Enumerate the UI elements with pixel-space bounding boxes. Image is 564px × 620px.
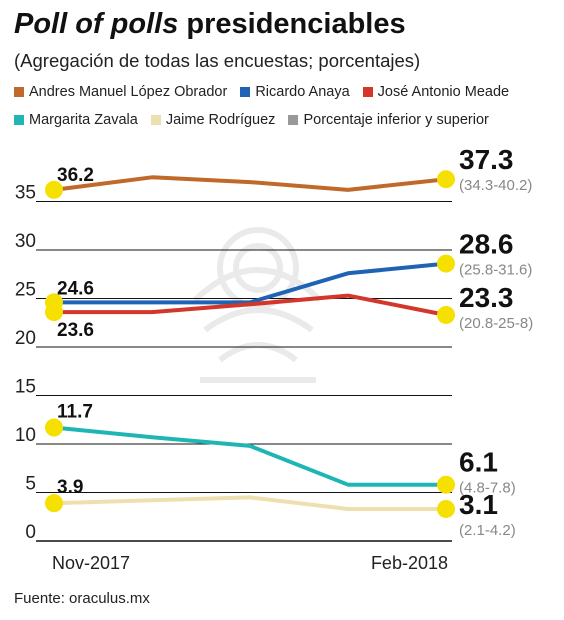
legend-label: Jaime Rodríguez	[165, 112, 276, 128]
legend-label: Andres Manuel López Obrador	[29, 84, 228, 100]
legend-swatch	[288, 115, 299, 125]
start-point-marker	[45, 180, 63, 199]
legend-item-rodriguez: Jaime Rodríguez	[150, 112, 276, 128]
start-value-label: 11.7	[57, 402, 93, 423]
legend-item-lopez-obrador: Andres Manuel López Obrador	[14, 84, 227, 100]
range-label: (34.3-40.2)	[459, 177, 532, 194]
legend-swatch	[14, 87, 24, 97]
series-line	[53, 425, 446, 487]
end-value-label: 28.6	[459, 229, 514, 260]
end-point-marker	[437, 475, 455, 494]
series-line	[54, 293, 447, 317]
y-tick-label: 20	[15, 328, 36, 349]
range-label: (20.8-25-8)	[459, 315, 533, 332]
y-tick-label: 10	[15, 425, 36, 446]
legend-label: Margarita Zavala	[29, 112, 138, 128]
end-value-label: 37.3	[459, 144, 514, 175]
start-point-marker	[45, 494, 63, 513]
chart-title-italic: Poll of polls	[14, 8, 179, 40]
end-point-marker	[437, 170, 455, 189]
end-point-marker	[437, 499, 455, 518]
legend-item-zavala: Margarita Zavala	[14, 112, 138, 128]
y-tick-label: 35	[15, 183, 36, 204]
start-point-marker	[45, 418, 63, 437]
end-value-label: 3.1	[459, 489, 498, 520]
legend-row-1: Andres Manuel López Obrador Ricardo Anay…	[14, 84, 518, 101]
legend-swatch	[362, 87, 373, 97]
chart-subtitle: (Agregación de todas las encuestas; porc…	[14, 50, 421, 71]
start-value-label: 3.9	[57, 477, 83, 498]
end-point-marker	[437, 305, 455, 324]
series-line	[53, 495, 446, 511]
legend-swatch	[240, 87, 251, 97]
legend-label: José Antonio Meade	[377, 84, 510, 100]
range-label: (2.1-4.2)	[459, 522, 516, 539]
legend-item-anaya: Ricardo Anaya	[240, 84, 350, 100]
end-point-marker	[437, 254, 455, 273]
legend-label: Ricardo Anaya	[255, 84, 350, 100]
y-tick-label: 15	[15, 377, 36, 398]
chart-title-rest: presidenciables	[178, 8, 406, 40]
y-tick-label: 0	[25, 522, 36, 543]
legend-swatch	[14, 115, 24, 125]
legend-item-range: Porcentaje inferior y superior	[288, 112, 489, 128]
y-tick-label: 30	[15, 231, 36, 252]
range-label: (25.8-31.6)	[459, 262, 532, 279]
legend-row-2: Margarita Zavala Jaime Rodríguez Porcent…	[14, 112, 498, 129]
source-note: Fuente: oraculus.mx	[14, 590, 150, 607]
legend-item-meade: José Antonio Meade	[362, 84, 510, 100]
y-tick-label: 5	[25, 474, 36, 495]
legend-label: Porcentaje inferior y superior	[303, 112, 489, 128]
start-value-label: 24.6	[57, 278, 94, 299]
start-value-label: 36.2	[57, 165, 94, 186]
chart-title: Poll of polls presidenciables	[14, 8, 406, 41]
end-value-label: 6.1	[459, 447, 498, 478]
start-value-label: 23.6	[57, 320, 94, 341]
range-label: (4.8-7.8)	[459, 480, 516, 497]
x-tick-label: Nov-2017	[52, 553, 130, 573]
x-tick-label: Feb-2018	[371, 553, 448, 573]
end-value-label: 23.3	[459, 282, 514, 313]
y-tick-label: 25	[15, 280, 36, 301]
legend-swatch	[150, 115, 161, 125]
start-point-marker	[45, 303, 63, 322]
series-line	[53, 175, 447, 192]
